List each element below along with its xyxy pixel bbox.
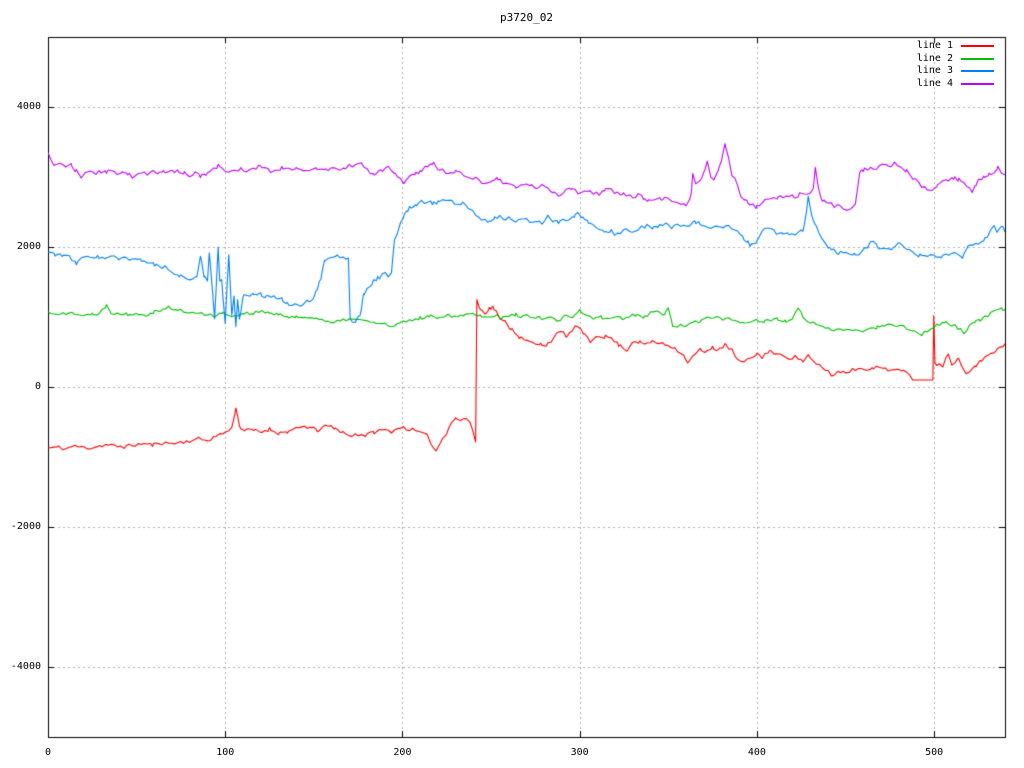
y-tick-label: -2000 bbox=[10, 521, 41, 532]
legend-label: line 1 bbox=[916, 40, 953, 52]
legend-item: line 3 bbox=[917, 65, 994, 78]
x-tick-label: 200 bbox=[393, 747, 412, 758]
x-tick-label: 400 bbox=[747, 747, 766, 758]
legend-item: line 2 bbox=[917, 53, 994, 66]
x-tick-label: 0 bbox=[44, 747, 52, 758]
legend: line 1 line 2 line 3 line 4 bbox=[917, 40, 994, 90]
y-tick-label: 0 bbox=[34, 381, 41, 392]
legend-label: line 3 bbox=[916, 65, 953, 77]
legend-line-sample bbox=[961, 57, 994, 60]
x-tick-label: 100 bbox=[216, 747, 235, 758]
y-tick-label: 2000 bbox=[16, 241, 41, 252]
legend-line-sample bbox=[961, 45, 994, 48]
legend-label: line 4 bbox=[916, 77, 953, 89]
legend-line-sample bbox=[961, 70, 994, 73]
legend-line-sample bbox=[961, 82, 994, 85]
y-tick-label: 4000 bbox=[16, 101, 41, 112]
x-tick-label: 500 bbox=[925, 747, 944, 758]
legend-label: line 2 bbox=[916, 52, 953, 64]
x-tick-label: 300 bbox=[570, 747, 589, 758]
legend-item: line 1 bbox=[917, 40, 994, 53]
y-tick-label: -4000 bbox=[10, 661, 41, 672]
legend-item: line 4 bbox=[917, 78, 994, 91]
